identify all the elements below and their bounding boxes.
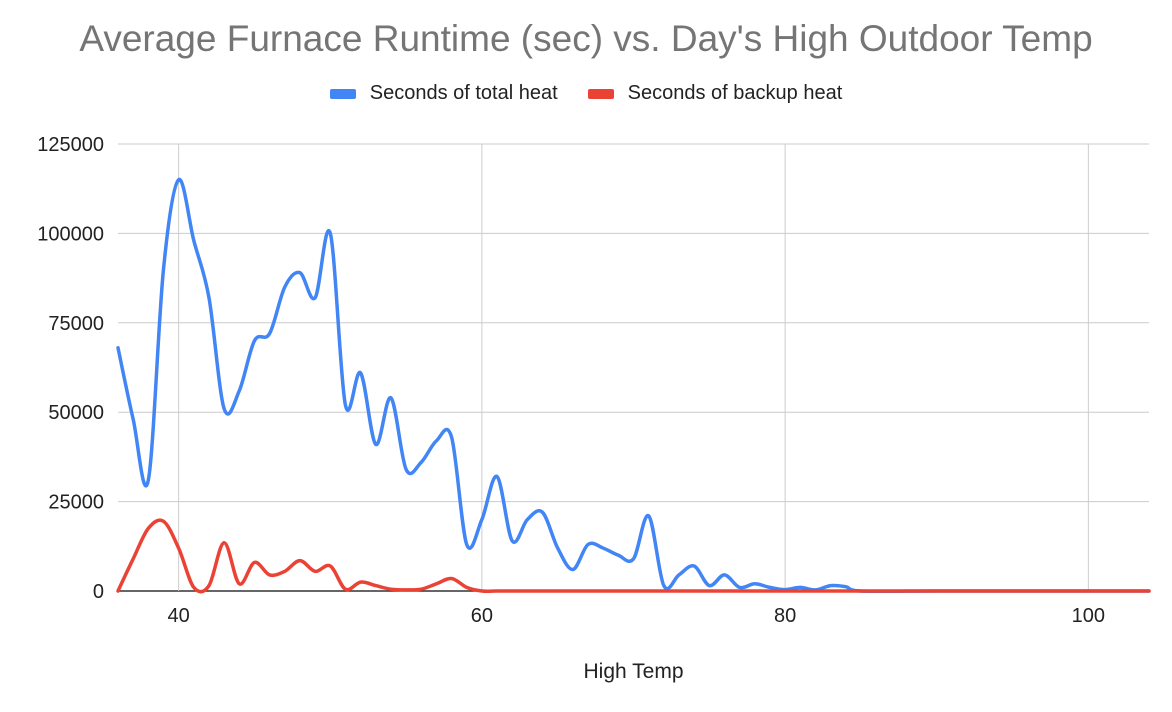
y-tick-label: 50000 (48, 402, 104, 424)
x-tick-label: 60 (471, 605, 493, 627)
series-line-total-heat[interactable] (116, 178, 1151, 594)
x-axis-label: High Temp (583, 660, 684, 683)
legend-label-total-heat: Seconds of total heat (369, 82, 558, 104)
legend-item-total-heat[interactable]: Seconds of total heat (329, 82, 558, 105)
y-tick-label: 100000 (37, 223, 104, 245)
y-tick-label: 25000 (48, 492, 104, 514)
grid (118, 143, 1149, 592)
legend-label-backup-heat: Seconds of backup heat (627, 82, 843, 104)
x-tick-label: 40 (168, 605, 190, 627)
tick-labels: 0 25000 50000 75000 100000 125000 40 60 80 100 (37, 134, 1105, 627)
y-tick-label: 125000 (37, 134, 104, 156)
y-tick-label: 75000 (48, 313, 104, 335)
x-tick-label: 100 (1072, 605, 1105, 627)
legend-swatch-backup-heat (587, 88, 614, 99)
x-tick-label: 80 (774, 605, 796, 627)
series-line-backup-heat[interactable] (116, 518, 1151, 594)
y-tick-label: 0 (93, 581, 104, 603)
legend-swatch-total-heat (329, 88, 356, 99)
legend: Seconds of total heat Seconds of backup … (0, 82, 1172, 105)
chart-title: Average Furnace Runtime (sec) vs. Day's … (79, 18, 1093, 59)
legend-item-backup-heat[interactable]: Seconds of backup heat (587, 82, 843, 105)
series-lines (116, 178, 1151, 594)
